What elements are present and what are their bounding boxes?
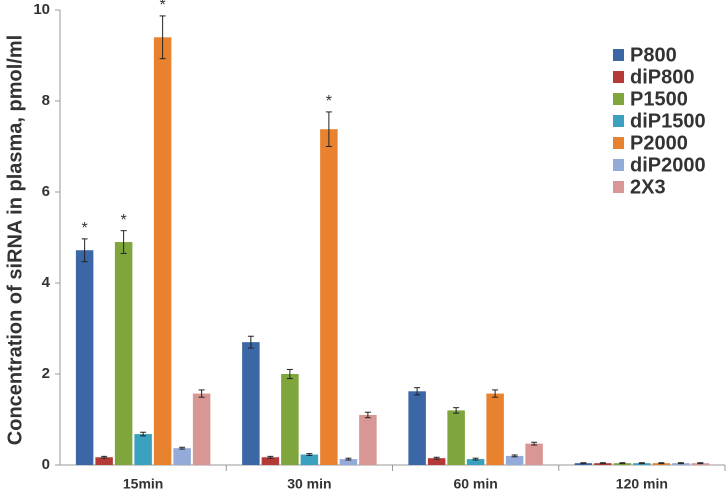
legend-swatch xyxy=(613,115,624,127)
y-tick-label: 10 xyxy=(33,1,50,18)
legend-label: diP1500 xyxy=(630,110,706,132)
legend-label: diP800 xyxy=(630,66,694,88)
error-bar xyxy=(286,368,293,380)
error-bar xyxy=(159,15,166,60)
legend-label: P800 xyxy=(630,44,677,66)
x-tick-label: 120 min xyxy=(616,476,668,492)
error-bar xyxy=(179,446,186,450)
x-tick-label: 30 min xyxy=(287,476,331,492)
error-bar xyxy=(140,431,147,437)
error-bar xyxy=(433,456,440,460)
error-bar xyxy=(267,455,274,459)
annotation: * xyxy=(82,220,88,237)
error-bar xyxy=(453,407,460,414)
bar xyxy=(134,434,152,465)
legend-swatch xyxy=(613,93,624,105)
error-bar xyxy=(511,454,518,458)
error-bar xyxy=(531,441,538,446)
error-bar xyxy=(697,462,704,465)
y-tick-label: 6 xyxy=(42,183,50,200)
legend-label: 2X3 xyxy=(630,176,666,198)
error-bar xyxy=(677,462,684,465)
error-bar xyxy=(81,238,88,263)
error-bar xyxy=(414,387,421,396)
error-bar xyxy=(599,462,606,465)
bar xyxy=(486,393,504,465)
annotation: * xyxy=(160,0,166,14)
legend-swatch xyxy=(613,49,624,61)
bar xyxy=(242,342,260,465)
y-tick-label: 2 xyxy=(42,365,50,382)
error-bar xyxy=(101,455,108,459)
legend-label: P2000 xyxy=(630,132,688,154)
legend-swatch xyxy=(613,71,624,83)
y-axis-label: Concentration of siRNA in plasma, pmol/m… xyxy=(4,35,26,445)
y-tick-label: 8 xyxy=(42,92,50,109)
error-bar xyxy=(325,111,332,147)
legend-swatch xyxy=(613,137,624,149)
legend-swatch xyxy=(613,159,624,171)
x-tick-label: 60 min xyxy=(453,476,497,492)
error-bar xyxy=(472,457,479,461)
bar xyxy=(427,458,446,465)
bar xyxy=(75,250,94,465)
y-tick-label: 0 xyxy=(42,456,50,473)
bar xyxy=(261,457,280,465)
bar xyxy=(95,457,113,465)
annotation: * xyxy=(326,93,332,110)
bar xyxy=(525,443,543,465)
bar xyxy=(359,414,377,465)
error-bar xyxy=(364,411,371,419)
bar xyxy=(114,242,133,465)
error-bar xyxy=(492,389,499,398)
bar xyxy=(505,455,524,465)
error-bar xyxy=(580,462,587,465)
bar xyxy=(192,393,211,465)
error-bar xyxy=(638,462,645,465)
error-bar xyxy=(658,462,665,465)
bar xyxy=(339,459,358,465)
annotation: * xyxy=(121,212,127,229)
error-bar xyxy=(120,230,127,254)
bar xyxy=(281,374,299,465)
error-bar xyxy=(198,389,205,398)
error-bar xyxy=(345,457,352,461)
bar xyxy=(320,129,338,465)
error-bar xyxy=(619,462,626,465)
bar xyxy=(466,459,485,465)
bar xyxy=(153,37,172,466)
bar xyxy=(408,391,426,465)
legend-swatch xyxy=(613,181,624,193)
error-bar xyxy=(306,453,313,456)
x-tick-label: 15min xyxy=(123,476,163,492)
bar xyxy=(447,410,465,465)
error-bar xyxy=(247,335,254,349)
bar xyxy=(173,448,191,465)
legend-label: diP2000 xyxy=(630,154,706,176)
y-tick-label: 4 xyxy=(42,274,51,291)
legend-label: P1500 xyxy=(630,88,688,110)
bar xyxy=(300,454,319,465)
